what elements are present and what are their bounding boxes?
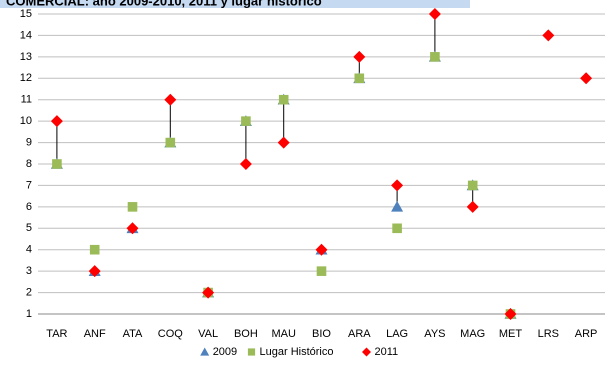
legend-label: Lugar Histórico <box>260 346 334 358</box>
marker-diamond <box>239 158 252 170</box>
chart-title: COMERCIAL: año 2009-2010, 2011 y lugar h… <box>6 0 322 8</box>
marker-square <box>392 223 402 234</box>
x-tick-label: LAG <box>386 328 408 340</box>
y-tick-label: 2 <box>26 286 32 298</box>
title-band <box>0 0 470 8</box>
y-tick-label: 14 <box>20 29 32 41</box>
marker-diamond <box>580 72 593 85</box>
x-tick-label: LRS <box>538 328 559 340</box>
x-tick-label: ANF <box>84 328 106 340</box>
y-tick-label: 1 <box>26 308 32 320</box>
y-tick-label: 10 <box>20 115 32 127</box>
x-tick-label: BOH <box>234 328 258 340</box>
y-tick-label: 6 <box>26 201 32 213</box>
y-tick-label: 9 <box>26 136 32 148</box>
legend-label: 2011 <box>375 346 399 358</box>
y-tick-label: 3 <box>26 265 32 277</box>
x-tick-label: VAL <box>198 328 218 340</box>
marker-triangle <box>200 347 210 356</box>
x-tick-label: MAG <box>460 328 485 340</box>
x-tick-label: AYS <box>424 328 445 340</box>
marker-square <box>316 266 327 276</box>
marker-square <box>52 159 62 169</box>
y-tick-label: 15 <box>20 8 32 20</box>
marker-square <box>241 116 251 126</box>
x-tick-label: ATA <box>123 328 143 340</box>
marker-diamond <box>542 29 555 42</box>
marker-diamond <box>202 286 215 299</box>
y-tick-label: 5 <box>26 222 32 234</box>
x-tick-label: ARP <box>575 328 598 340</box>
marker-diamond <box>315 243 328 256</box>
marker-diamond <box>362 347 371 357</box>
marker-diamond <box>126 222 139 235</box>
x-tick-label: MAU <box>271 328 296 340</box>
marker-square <box>127 202 138 212</box>
x-tick-label: COQ <box>158 328 184 340</box>
y-tick-label: 13 <box>20 51 32 63</box>
y-tick-label: 11 <box>21 94 32 106</box>
x-tick-label: BIO <box>312 328 331 340</box>
x-tick-label: ARA <box>348 328 371 340</box>
marker-diamond <box>466 200 479 213</box>
legend-label: 2009 <box>213 346 237 358</box>
marker-square <box>278 94 289 105</box>
marker-diamond <box>391 179 404 192</box>
y-tick-label: 7 <box>26 179 32 191</box>
marker-square <box>165 137 176 148</box>
y-tick-label: 12 <box>20 72 32 84</box>
y-tick-label: 4 <box>26 244 32 256</box>
marker-square <box>89 244 100 255</box>
marker-triangle <box>391 200 404 212</box>
x-tick-label: TAR <box>46 328 67 340</box>
x-tick-label: MET <box>499 328 523 340</box>
marker-square <box>354 73 365 84</box>
marker-diamond <box>504 308 517 320</box>
marker-diamond <box>428 8 441 20</box>
marker-diamond <box>88 265 101 278</box>
marker-diamond <box>353 50 366 63</box>
marker-square <box>467 180 478 191</box>
marker-diamond <box>50 115 63 128</box>
y-tick-label: 8 <box>26 158 32 170</box>
marker-square <box>430 52 440 62</box>
marker-diamond <box>164 93 177 106</box>
marker-square <box>247 348 256 356</box>
marker-diamond <box>277 136 290 149</box>
